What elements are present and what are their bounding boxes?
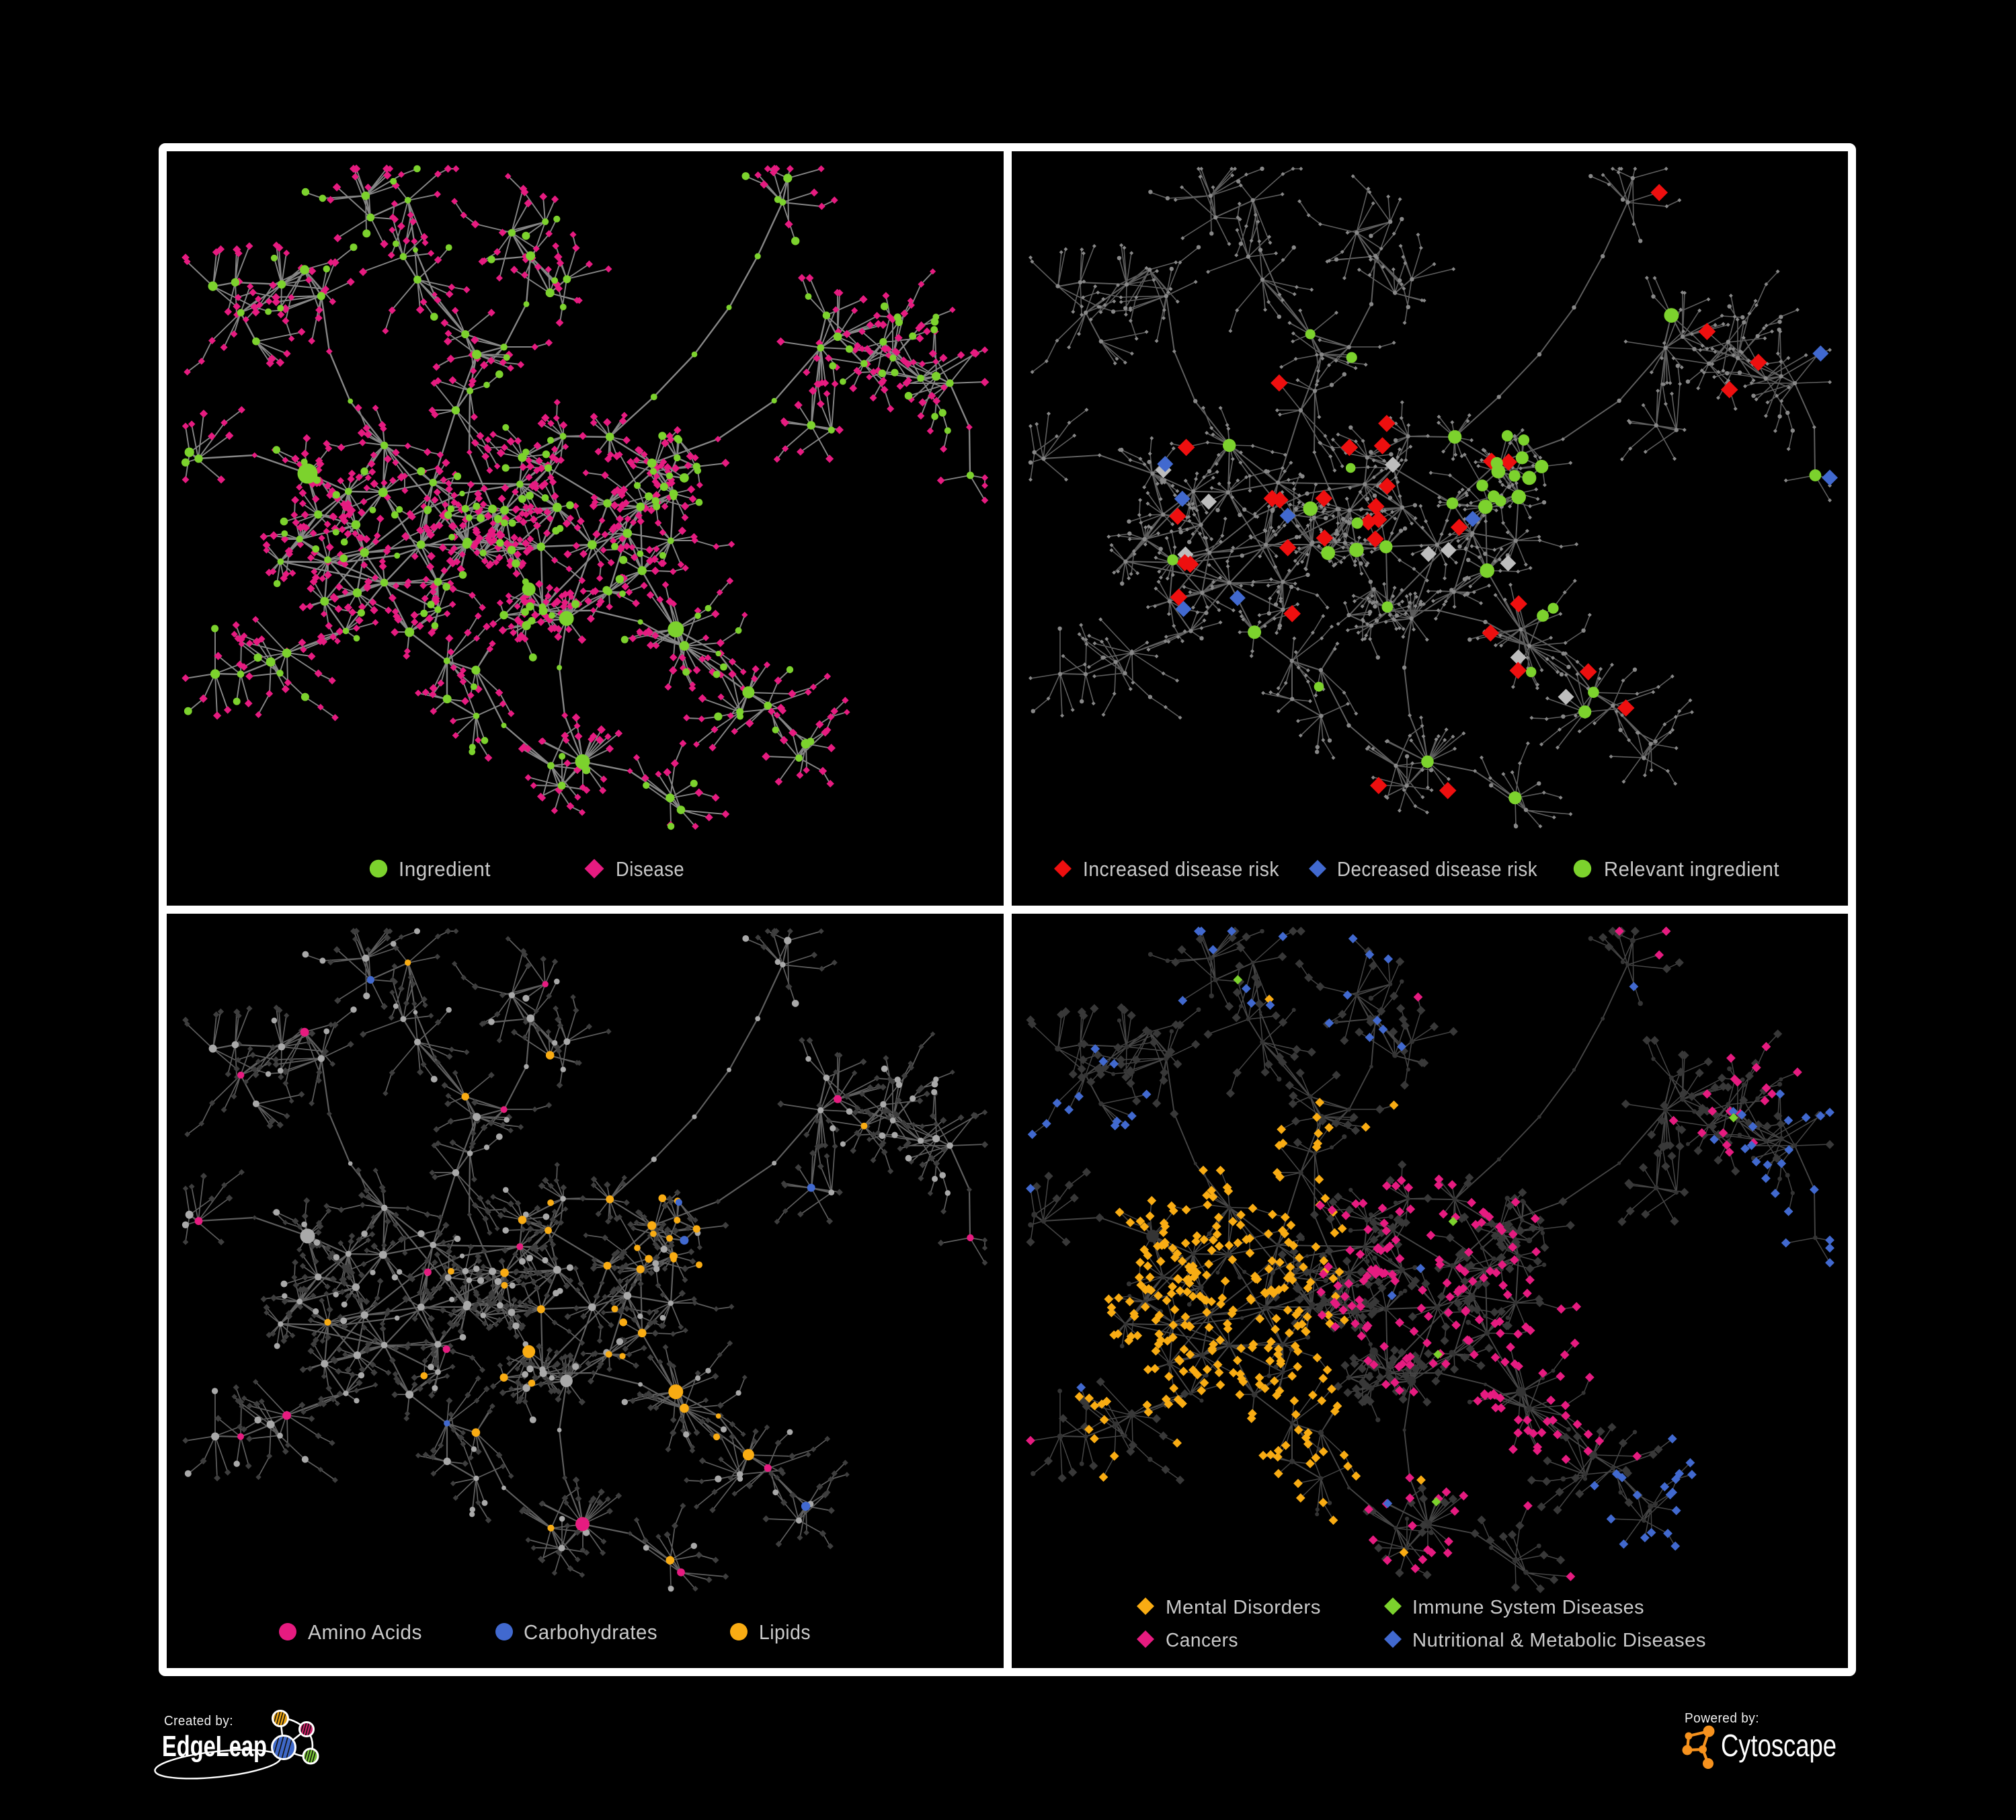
svg-text:Created by:: Created by: [164,1714,233,1729]
svg-text:Nutritional & Metabolic Diseas: Nutritional & Metabolic Diseases [1412,1630,1706,1651]
svg-text:Disease: Disease [616,857,684,881]
svg-text:Decreased disease risk: Decreased disease risk [1337,857,1537,881]
svg-text:Amino Acids: Amino Acids [308,1620,422,1644]
svg-text:Ingredient: Ingredient [399,857,491,881]
svg-text:Mental Disorders: Mental Disorders [1166,1597,1321,1618]
svg-text:Cancers: Cancers [1166,1630,1238,1651]
svg-text:EdgeLeap: EdgeLeap [162,1730,267,1763]
svg-text:Lipids: Lipids [759,1620,811,1644]
svg-text:Immune System Diseases: Immune System Diseases [1412,1597,1644,1618]
svg-text:Powered by:: Powered by: [1685,1711,1759,1726]
svg-text:Increased disease risk: Increased disease risk [1083,857,1279,881]
svg-text:Relevant ingredient: Relevant ingredient [1604,857,1779,881]
svg-text:Cytoscape: Cytoscape [1721,1728,1837,1763]
svg-text:Carbohydrates: Carbohydrates [524,1620,657,1644]
